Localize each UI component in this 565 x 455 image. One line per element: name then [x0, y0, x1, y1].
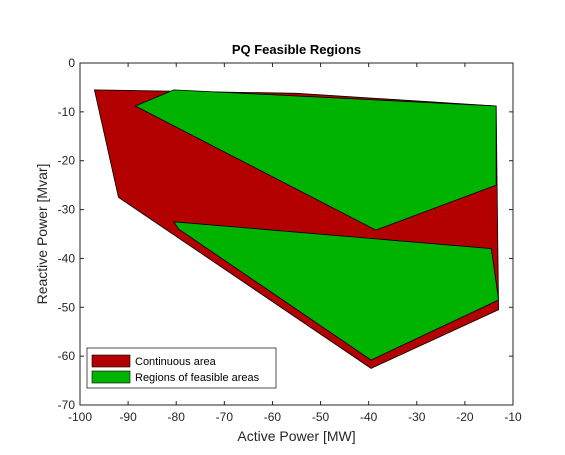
legend-swatch-1 — [91, 354, 131, 368]
x-axis-label: Active Power [MW] — [237, 428, 355, 444]
y-tick-label: -40 — [58, 251, 76, 265]
series-2-region-2 — [173, 221, 500, 361]
y-axis-label: Reactive Power [Mvar] — [34, 164, 50, 305]
y-tick-label: 0 — [68, 56, 75, 70]
legend-swatch-2 — [91, 370, 131, 384]
x-tick-label: -10 — [504, 410, 522, 424]
x-tick-label: -60 — [264, 410, 282, 424]
y-tick-label: -10 — [58, 105, 76, 119]
plot-area — [93, 89, 500, 369]
y-tick-label: -20 — [58, 154, 76, 168]
legend: Continuous area Regions of feasible areas — [86, 347, 277, 389]
x-tick-label: -90 — [119, 410, 137, 424]
x-tick-label: -50 — [312, 410, 330, 424]
y-tick-label: -70 — [58, 398, 76, 412]
y-tick-label: -60 — [58, 349, 76, 363]
axes-box — [79, 62, 514, 406]
x-tick-label: -100 — [68, 410, 92, 424]
y-axis: 0 -10 -20 -30 -40 -50 -60 -70 — [58, 56, 513, 412]
chart-title: PQ Feasible Regions — [232, 42, 361, 57]
y-tick-label: -30 — [58, 203, 76, 217]
x-tick-label: -80 — [168, 410, 186, 424]
x-tick-label: -40 — [360, 410, 378, 424]
y-tick-label: -50 — [58, 300, 76, 314]
x-tick-label: -30 — [408, 410, 426, 424]
legend-label-2: Regions of feasible areas — [135, 372, 260, 384]
x-tick-label: -70 — [216, 410, 234, 424]
series-2-region-1 — [134, 89, 497, 231]
x-axis: -100 -90 -80 -70 -60 -50 -40 -30 -20 -10 — [68, 63, 522, 424]
x-tick-label: -20 — [456, 410, 474, 424]
legend-label-1: Continuous area — [135, 356, 217, 368]
